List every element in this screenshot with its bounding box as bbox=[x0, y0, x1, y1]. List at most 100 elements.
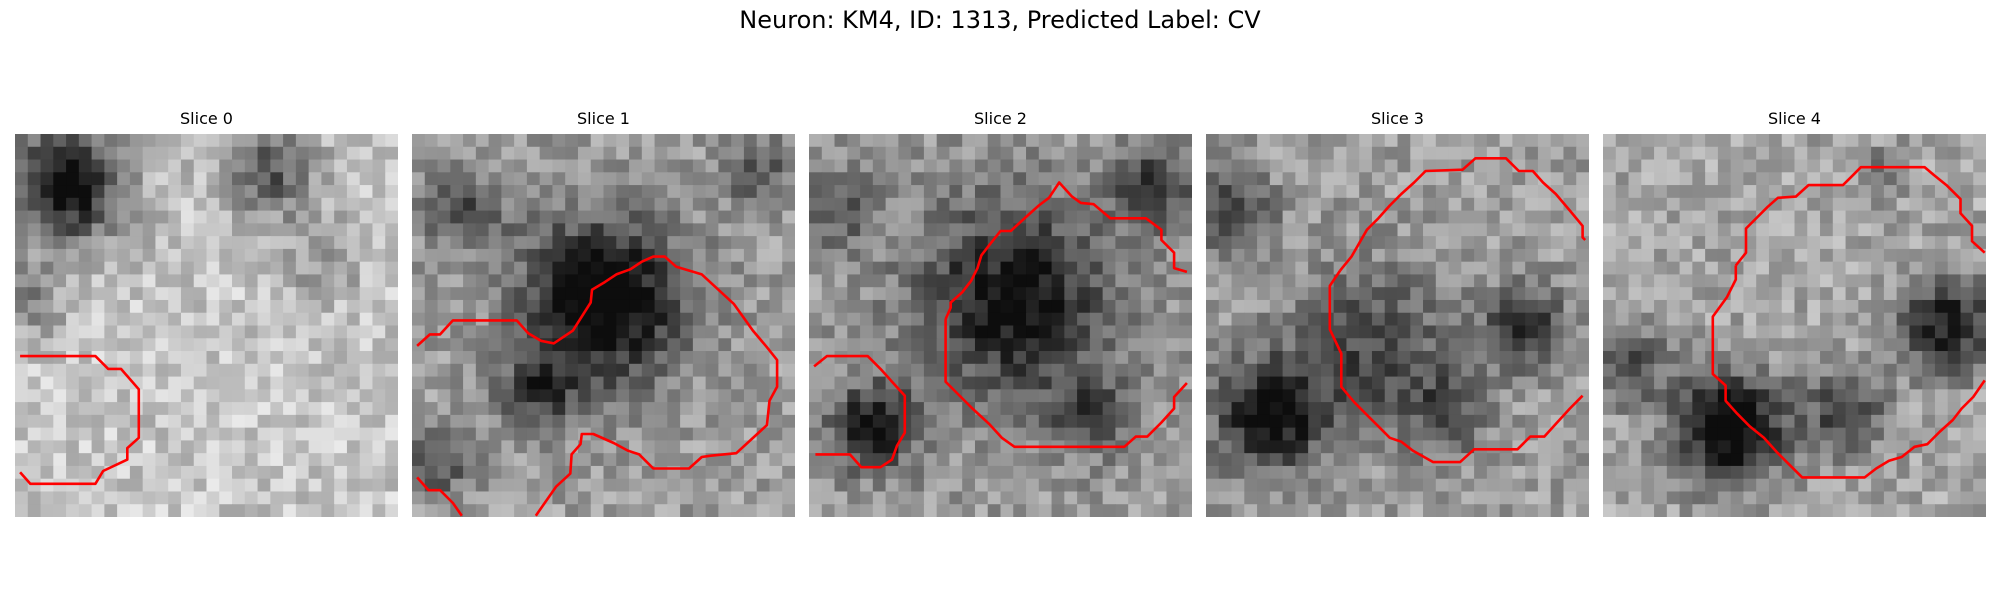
pixel-cell bbox=[1679, 351, 1693, 365]
pixel-cell bbox=[1128, 351, 1142, 365]
pixel-cell bbox=[1615, 338, 1630, 352]
pixel-cell bbox=[1410, 223, 1424, 237]
pixel-cell bbox=[962, 440, 976, 454]
pixel-cell bbox=[1973, 363, 1986, 378]
pixel-cell bbox=[437, 338, 451, 352]
pixel-cell bbox=[501, 223, 515, 237]
pixel-cell bbox=[372, 389, 386, 403]
pixel-cell bbox=[1615, 478, 1630, 493]
pixel-cell bbox=[27, 440, 42, 454]
pixel-cell bbox=[923, 465, 938, 480]
pixel-cell bbox=[283, 172, 297, 186]
pixel-cell bbox=[1384, 223, 1399, 237]
pixel-cell bbox=[680, 223, 694, 237]
pixel-cell bbox=[641, 274, 656, 288]
pixel-cell bbox=[936, 299, 951, 314]
pixel-cell bbox=[1282, 478, 1296, 493]
pixel-cell bbox=[180, 223, 195, 237]
pixel-cell bbox=[680, 287, 694, 301]
pixel-cell bbox=[1384, 453, 1399, 467]
pixel-cell bbox=[1282, 312, 1296, 327]
pixel-cell bbox=[1384, 274, 1399, 288]
pixel-cell bbox=[1423, 325, 1437, 339]
pixel-cell bbox=[1563, 312, 1577, 327]
pixel-cell bbox=[1166, 376, 1180, 390]
pixel-cell bbox=[809, 197, 823, 212]
pixel-cell bbox=[424, 338, 439, 352]
pixel-cell bbox=[654, 197, 668, 212]
pixel-cell bbox=[1628, 223, 1642, 237]
pixel-cell bbox=[1730, 478, 1745, 493]
pixel-cell bbox=[1026, 223, 1040, 237]
pixel-cell bbox=[1077, 504, 1091, 517]
pixel-cell bbox=[1346, 287, 1360, 301]
pixel-cell bbox=[1038, 427, 1053, 441]
pixel-cell bbox=[15, 185, 29, 199]
pixel-cell bbox=[219, 223, 233, 237]
pixel-cell bbox=[1973, 287, 1986, 301]
pixel-cell bbox=[1077, 248, 1091, 263]
pixel-cell bbox=[450, 236, 464, 250]
pixel-cell bbox=[346, 172, 361, 186]
pixel-cell bbox=[1781, 287, 1796, 301]
pixel-cell bbox=[104, 185, 118, 199]
pixel-cell bbox=[270, 427, 284, 441]
pixel-cell bbox=[1153, 465, 1168, 480]
pixel-cell bbox=[1576, 172, 1589, 186]
pixel-cell bbox=[1038, 134, 1053, 148]
pixel-cell bbox=[244, 440, 259, 454]
pixel-cell bbox=[1000, 299, 1014, 314]
pixel-cell bbox=[1679, 248, 1693, 263]
pixel-cell bbox=[923, 236, 938, 250]
pixel-cell bbox=[1794, 299, 1808, 314]
pixel-cell bbox=[1257, 248, 1271, 263]
pixel-cell bbox=[219, 236, 233, 250]
pixel-cell bbox=[232, 159, 246, 173]
pixel-cell bbox=[731, 261, 745, 276]
pixel-cell bbox=[193, 210, 208, 224]
pixel-cell bbox=[1743, 351, 1757, 365]
pixel-cell bbox=[1346, 299, 1360, 314]
pixel-cell bbox=[1115, 491, 1129, 505]
pixel-cell bbox=[949, 402, 963, 416]
pixel-cell bbox=[372, 312, 386, 327]
pixel-cell bbox=[1115, 223, 1129, 237]
pixel-cell bbox=[1730, 427, 1745, 441]
pixel-cell bbox=[590, 491, 605, 505]
pixel-cell bbox=[359, 223, 374, 237]
pixel-cell bbox=[270, 478, 284, 493]
pixel-cell bbox=[590, 414, 605, 429]
pixel-cell bbox=[577, 287, 592, 301]
pixel-cell bbox=[705, 197, 719, 212]
pixel-cell bbox=[1371, 159, 1386, 173]
pixel-cell bbox=[756, 440, 771, 454]
pixel-cell bbox=[1448, 185, 1462, 199]
pixel-cell bbox=[15, 312, 29, 327]
pixel-cell bbox=[1845, 159, 1859, 173]
pixel-cell bbox=[1179, 325, 1192, 339]
pixel-cell bbox=[923, 210, 938, 224]
pixel-cell bbox=[359, 197, 374, 212]
pixel-cell bbox=[1909, 274, 1923, 288]
pixel-cell bbox=[1603, 287, 1617, 301]
pixel-cell bbox=[1320, 223, 1335, 237]
pixel-cell bbox=[283, 223, 297, 237]
pixel-cell bbox=[847, 478, 861, 493]
pixel-cell bbox=[1384, 299, 1399, 314]
pixel-cell bbox=[860, 248, 874, 263]
pixel-cell bbox=[53, 351, 67, 365]
pixel-cell bbox=[385, 338, 398, 352]
pixel-cell bbox=[1013, 287, 1027, 301]
pixel-cell bbox=[1371, 261, 1386, 276]
pixel-cell bbox=[1410, 261, 1424, 276]
pixel-cell bbox=[257, 453, 271, 467]
pixel-cell bbox=[129, 274, 144, 288]
pixel-cell bbox=[898, 146, 912, 161]
pixel-cell bbox=[475, 478, 490, 493]
pixel-cell bbox=[168, 274, 182, 288]
pixel-cell bbox=[692, 274, 707, 288]
pixel-cell bbox=[847, 363, 861, 378]
pixel-cell bbox=[654, 287, 668, 301]
pixel-cell bbox=[501, 134, 515, 148]
pixel-cell bbox=[1486, 197, 1501, 212]
